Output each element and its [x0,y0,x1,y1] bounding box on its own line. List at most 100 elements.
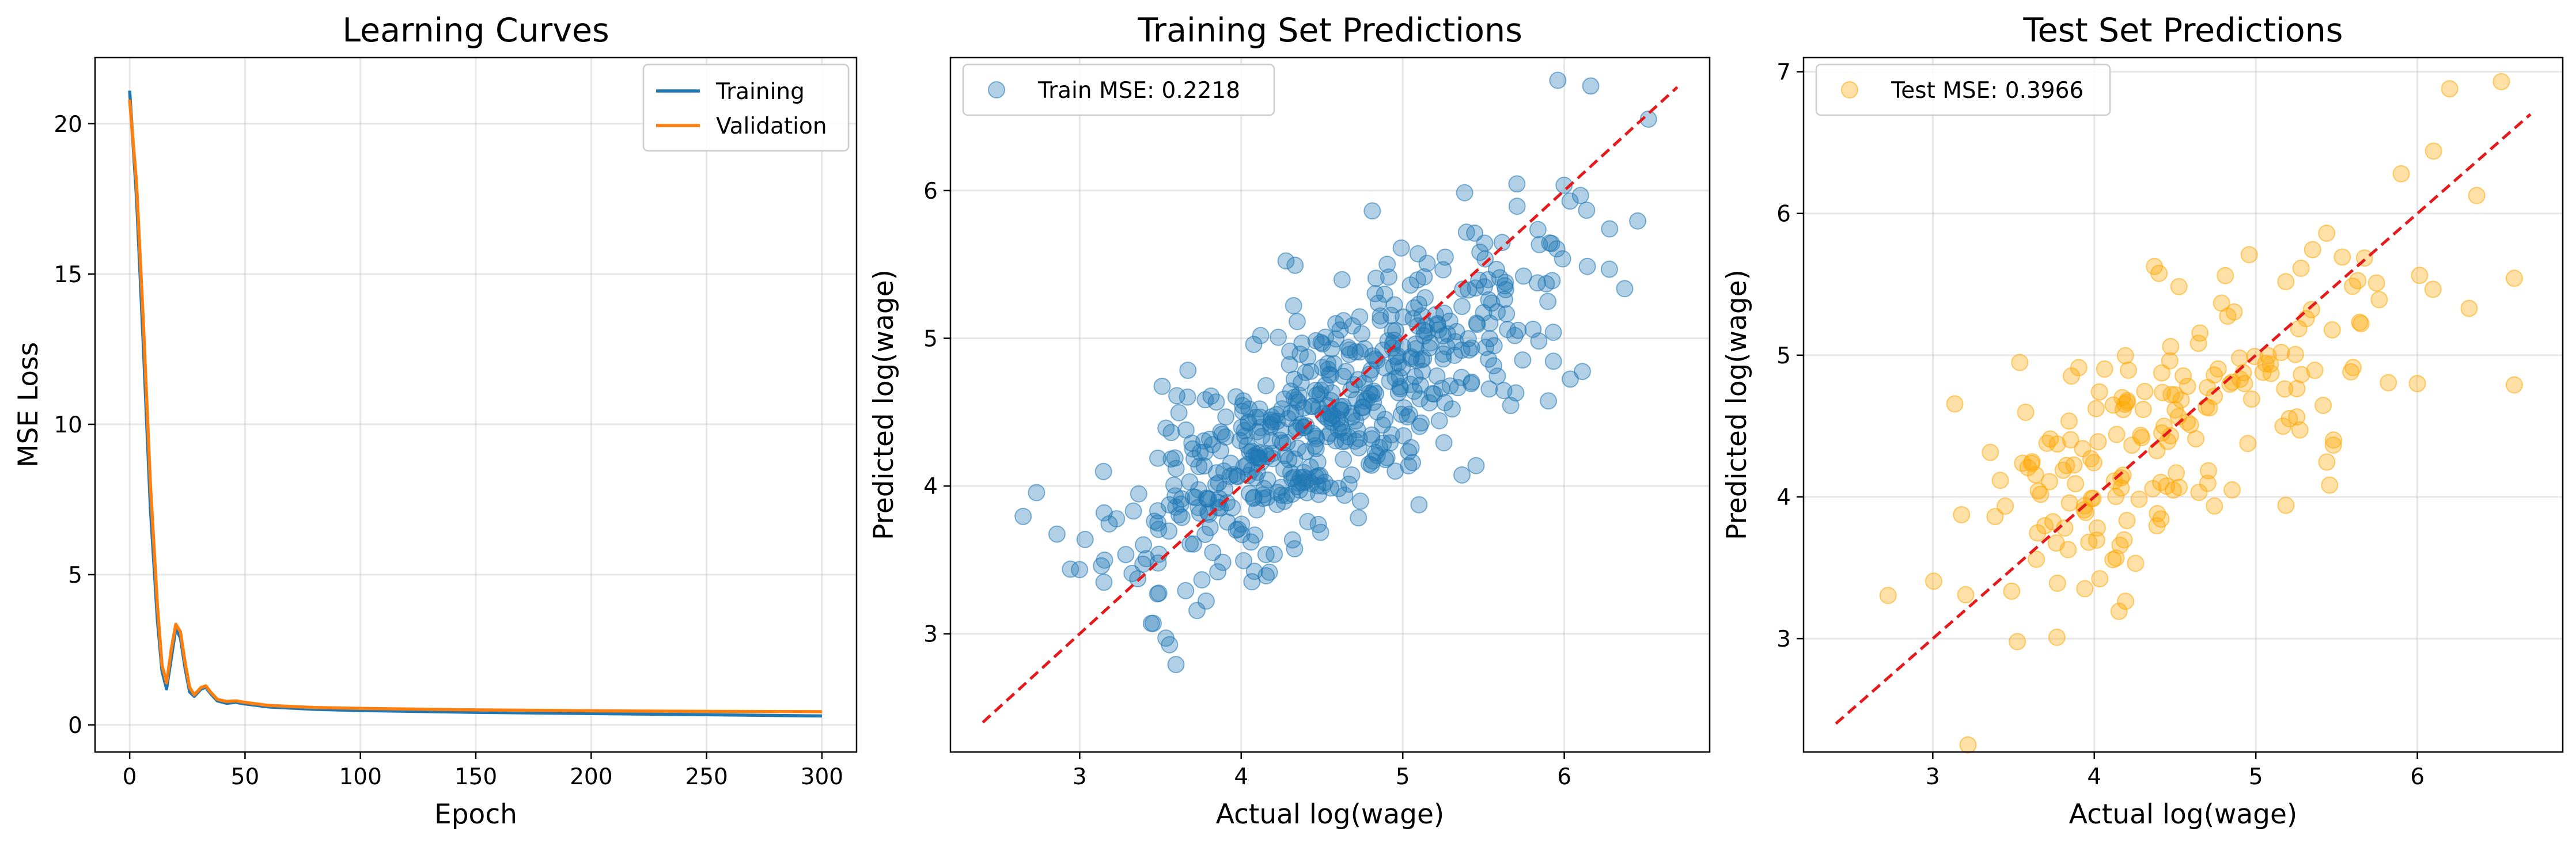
scatter-point [1217,408,1235,426]
scatter-point [2425,142,2442,160]
scatter-point [1415,268,1433,286]
legend-label: Test MSE: 0.3966 [1891,78,2083,104]
scatter-point [1304,397,1321,415]
scatter-point [2206,497,2223,515]
scatter-point [2324,436,2342,454]
scatter-point [2120,361,2137,379]
scatter-point [2166,386,2184,404]
scatter-point [2424,280,2442,298]
scatter-point [1373,416,1391,434]
scatter-point [1264,413,1282,431]
scatter-point [1317,328,1334,346]
y-tick-label: 15 [54,262,82,288]
scatter-point [1095,504,1113,522]
scatter-point [1292,415,1310,433]
scatter-point [1456,184,1473,202]
scatter-point [2082,450,2100,468]
scatter-point [1514,351,1532,369]
scatter-point [2166,401,2184,419]
scatter-point [1207,393,1225,411]
scatter-point [1309,453,1327,471]
scatter-point [1076,530,1094,548]
scatter-point [2065,456,2083,474]
scatter-point [2179,377,2196,395]
scatter-point [1170,506,1188,524]
scatter-point [1340,475,1358,493]
y-tick-label: 5 [68,563,82,588]
x-axis-label: Actual log(wage) [1216,799,1445,830]
scatter-point [1331,321,1349,339]
scatter-point [1204,544,1222,561]
chart-title: Test Set Predictions [2023,12,2343,50]
scatter-point [1248,501,1266,519]
scatter-point [1561,192,1579,210]
scatter-point [1498,305,1516,323]
scatter-point [1251,400,1268,418]
scatter-point [1153,377,1171,395]
scatter-point [1493,234,1511,252]
scatter-point [1170,404,1188,421]
scatter-point [2231,349,2248,367]
scatter-point [2288,380,2306,397]
y-tick-label: 3 [923,622,938,648]
scatter-point [2240,246,2258,264]
scatter-point [1277,252,1295,270]
scatter-point [1135,536,1152,554]
scatter-point [1393,359,1411,377]
scatter-point [2112,469,2130,487]
scatter-point [1430,412,1448,430]
scatter-point [1294,474,1312,492]
scatter-point [1453,298,1471,316]
scatter-point [1228,467,1245,485]
scatter-point [1307,332,1325,350]
scatter-point [1333,271,1351,288]
x-tick-label: 100 [339,764,381,790]
scatter-point [2209,360,2227,378]
scatter-point [1537,275,1555,293]
scatter-point [2286,345,2304,363]
scatter-point [2505,376,2523,394]
scatter-point [1468,314,1486,332]
scatter-point [1297,363,1314,381]
scatter-point [1218,494,1236,512]
scatter-point [2199,379,2217,396]
x-tick-label: 50 [231,764,260,790]
scatter-point [1601,220,1619,238]
scatter-point [2370,291,2388,309]
scatter-point [1320,410,1338,428]
scatter-point [1280,451,1298,469]
scatter-point [1181,473,1199,491]
scatter-point [2187,430,2204,447]
legend: Test MSE: 0.3966 [1815,63,2111,116]
legend-label: Train MSE: 0.2218 [1037,78,1240,104]
scatter-point [1946,395,1964,413]
scatter-point [1199,490,1217,508]
scatter-point [1167,459,1185,477]
scatter-point [2127,554,2145,572]
scatter-point [1150,584,1168,602]
y-tick-label: 10 [54,412,82,438]
grid-lines [95,58,857,752]
scatter-point [1238,436,1256,454]
scatter-point [2130,491,2148,508]
scatter-point [2411,267,2429,284]
scatter-point [2302,301,2320,318]
scatter-point [1275,492,1293,510]
scatter-point [1048,525,1066,543]
scatter-point [2054,461,2072,479]
legend-box [1815,63,2111,116]
scatter-point [2323,321,2341,339]
scatter-point [2306,362,2324,379]
scatter-point [1925,572,1942,590]
scatter-point [1991,472,2009,489]
y-tick-label: 6 [1776,202,1791,227]
scatter-point [2199,474,2217,492]
scatter-point [1418,255,1436,272]
scatter-point [1289,313,1306,331]
scatter-point [1312,381,1330,399]
scatter-point [1426,385,1443,403]
scatter-point [1100,515,1118,533]
scatter-point [1544,352,1562,370]
legend-swatch [1841,81,1858,98]
scatter-point [2096,360,2113,378]
